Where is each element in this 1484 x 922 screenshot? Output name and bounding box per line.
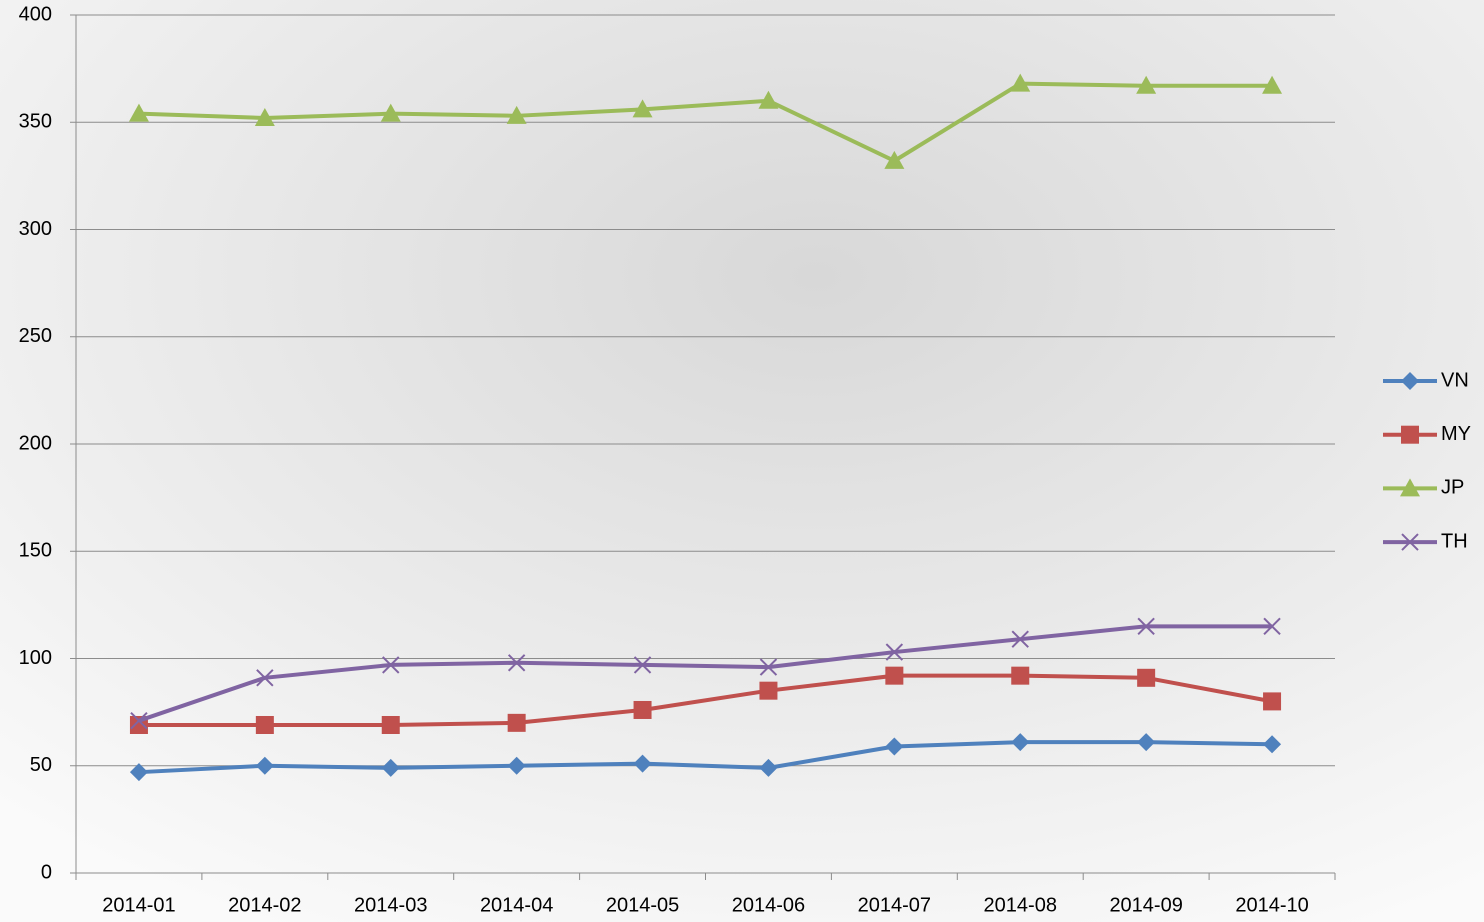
x-tick-label: 2014-06 (732, 894, 805, 916)
data-point (633, 656, 652, 674)
x-tick-label: 2014-05 (606, 894, 679, 916)
data-point (633, 754, 652, 773)
legend-marker (1401, 425, 1419, 444)
legend-marker (1401, 533, 1419, 551)
data-point (381, 715, 400, 734)
data-point (885, 737, 904, 756)
data-point (1137, 617, 1155, 636)
data-point (128, 103, 149, 122)
x-tick-label: 2014-04 (480, 894, 553, 916)
data-point (381, 758, 400, 777)
data-point (758, 90, 779, 109)
data-point (759, 658, 778, 676)
data-point (507, 713, 526, 732)
legend-marker (1401, 372, 1419, 390)
data-point (507, 654, 526, 672)
data-point (1011, 666, 1030, 685)
y-tick-label: 200 (19, 432, 52, 454)
legend-label: TH (1441, 530, 1468, 552)
legend-label: MY (1441, 423, 1471, 445)
data-point (507, 756, 526, 775)
x-tick-label: 2014-07 (858, 894, 931, 916)
data-point (255, 715, 274, 734)
data-point (1262, 75, 1283, 94)
data-point (1137, 733, 1156, 752)
x-tick-label: 2014-03 (354, 894, 427, 916)
x-tick-label: 2014-01 (102, 894, 175, 916)
data-point (380, 103, 401, 122)
data-point (506, 105, 527, 124)
data-point (1136, 75, 1157, 94)
x-tick-label: 2014-08 (984, 894, 1057, 916)
data-point (759, 758, 778, 777)
y-tick-label: 100 (19, 647, 52, 669)
y-tick-label: 150 (19, 540, 52, 562)
data-point (1263, 692, 1282, 711)
data-point (1011, 733, 1030, 752)
data-point (633, 700, 652, 719)
data-point (130, 711, 148, 730)
data-point (129, 763, 148, 782)
data-point (884, 150, 905, 169)
legend-marker (1400, 478, 1420, 497)
data-point (382, 656, 400, 674)
data-point (1263, 735, 1282, 754)
y-tick-label: 350 (19, 111, 52, 133)
y-tick-label: 300 (19, 218, 52, 240)
x-tick-label: 2014-02 (228, 894, 301, 916)
series-line (138, 673, 1273, 727)
y-tick-label: 400 (19, 3, 52, 25)
data-point (759, 681, 778, 700)
legend-label: JP (1441, 477, 1464, 499)
data-point (256, 669, 274, 687)
series-line (138, 624, 1273, 723)
data-point (632, 99, 653, 118)
data-point (1011, 630, 1029, 648)
data-point (255, 756, 274, 775)
data-point (885, 643, 904, 661)
x-tick-label: 2014-09 (1109, 894, 1182, 916)
data-point (885, 666, 904, 685)
data-point (1263, 617, 1281, 636)
x-tick-label: 2014-10 (1235, 894, 1308, 916)
y-tick-label: 250 (19, 325, 52, 347)
series-line (138, 81, 1273, 163)
data-point (1010, 73, 1031, 92)
data-point (254, 107, 275, 126)
legend-label: VN (1441, 369, 1469, 391)
y-tick-label: 0 (41, 861, 52, 883)
data-point (1137, 668, 1156, 687)
y-tick-label: 50 (30, 754, 52, 776)
series-line (138, 740, 1273, 775)
